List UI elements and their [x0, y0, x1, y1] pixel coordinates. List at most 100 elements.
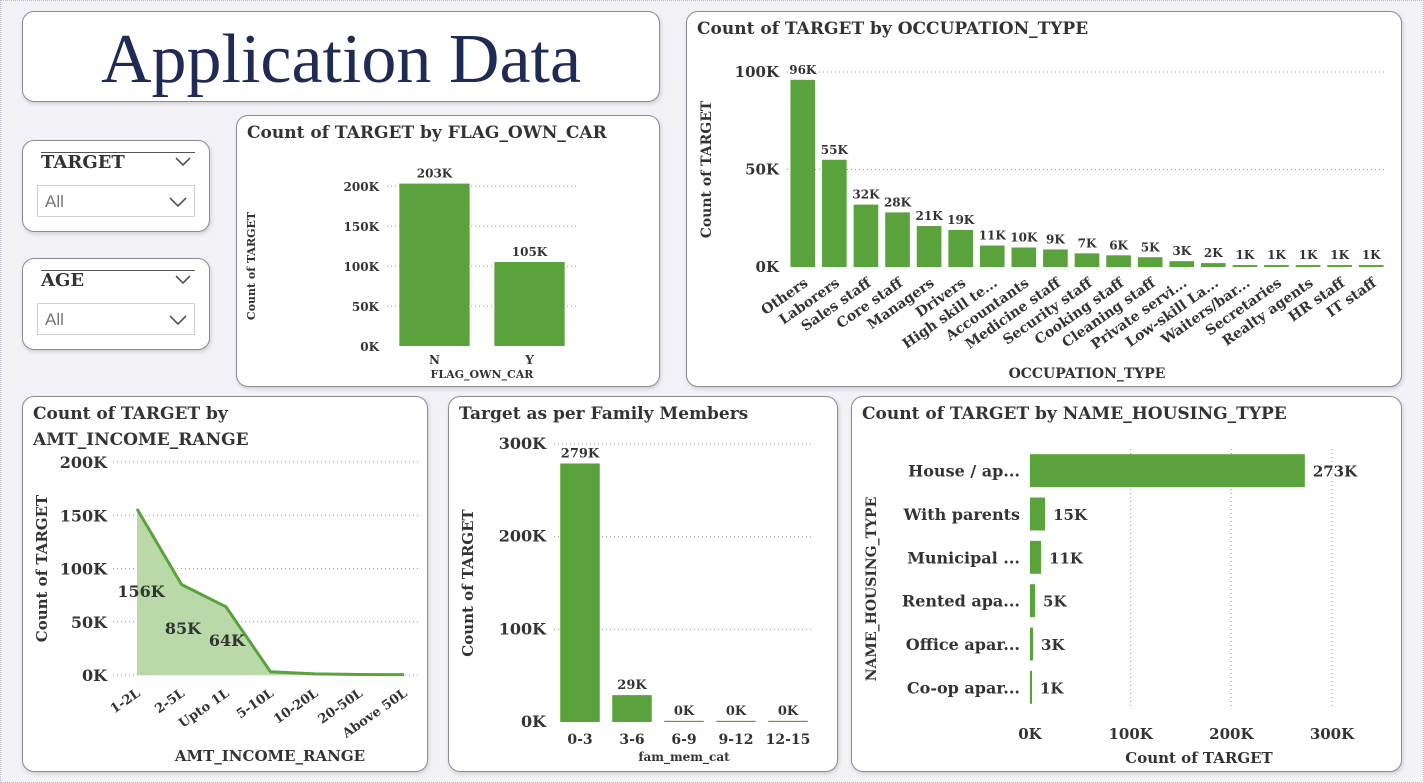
x-tick-label: 1-2L [108, 686, 143, 717]
x-tick-label: 2-5L [152, 686, 187, 717]
y-axis-title: NAME_HOUSING_TYPE [864, 497, 880, 681]
data-label: 1K [1267, 248, 1286, 262]
x-tick-label: 300K [1310, 725, 1355, 743]
chart-title: Target as per Family Members [459, 404, 749, 424]
data-label: 2K [1204, 246, 1223, 260]
income-chart-card[interactable]: Count of TARGET by AMT_INCOME_RANGE 0K 50… [22, 396, 428, 772]
x-tick-label: 12-15 [766, 732, 811, 748]
y-tick-label: 50K [352, 300, 380, 314]
x-tick-label: 5-10L [234, 686, 277, 722]
x-tick-label: 3-6 [619, 732, 644, 748]
bar [560, 463, 600, 722]
data-label: 1K [1236, 248, 1255, 262]
chevron-down-icon[interactable] [173, 269, 193, 289]
y-tick-label: 100K [60, 560, 108, 579]
data-label: 7K [1078, 236, 1097, 250]
x-tick-label: 0-3 [567, 732, 592, 748]
data-label: 105K [512, 245, 548, 259]
bar [494, 262, 565, 346]
chart-title: Count of TARGET by FLAG_OWN_CAR [247, 123, 607, 143]
x-tick-label: Y [524, 353, 534, 367]
target-slicer[interactable]: TARGET All [22, 140, 210, 232]
y-tick-label: 100K [344, 260, 380, 274]
data-label: 203K [417, 167, 453, 181]
x-tick-label: 200K [1209, 725, 1254, 743]
x-axis-title: Count of TARGET [1125, 749, 1273, 767]
y-axis-title: Count of TARGET [459, 508, 477, 656]
chart-title: Count of TARGET by AMT_INCOME_RANGE [33, 404, 249, 450]
chevron-down-icon[interactable] [168, 312, 188, 328]
bar [768, 720, 808, 722]
dropdown-value: All [45, 310, 64, 329]
y-tick-label: 50K [745, 161, 780, 179]
data-label: 273K [1313, 463, 1358, 481]
bar [1030, 670, 1032, 704]
y-tick-label: Co-op apar... [907, 678, 1020, 697]
data-label: 96K [789, 63, 817, 77]
data-label: 11K [979, 229, 1007, 243]
bar [1358, 265, 1384, 267]
age-dropdown[interactable]: All [37, 303, 195, 335]
y-tick-label: Municipal ... [907, 548, 1020, 567]
bar [612, 695, 652, 722]
bar [1137, 257, 1163, 267]
data-label: 0K [778, 704, 799, 719]
y-tick-label: Rented apa... [902, 592, 1020, 611]
housing-chart: 0K 100K 200K 300K 273K House / ap... 15K With p… [864, 449, 1358, 767]
data-label: 21K [916, 209, 944, 223]
family-chart: 0K 100K 200K 300K 279K 0-3 29K 3-6 0K 6-9 0K 9-12 0K… [459, 434, 814, 765]
y-axis-title: Count of TARGET [699, 100, 715, 238]
chevron-down-icon[interactable] [168, 194, 188, 210]
y-tick-label: 0K [360, 340, 379, 354]
bar [1295, 265, 1321, 267]
chevron-down-icon[interactable] [173, 151, 193, 171]
age-slicer[interactable]: AGE All [22, 258, 210, 350]
bar [1106, 255, 1131, 267]
data-label: 5K [1141, 240, 1160, 254]
bar [1169, 261, 1195, 267]
y-axis-title: Count of TARGET [33, 494, 51, 642]
bar [399, 183, 470, 346]
data-label: 15K [1053, 506, 1088, 524]
area-fill [137, 508, 404, 675]
y-tick-label: 200K [344, 180, 380, 194]
y-tick-label: Office apar... [906, 635, 1020, 654]
bar [1201, 263, 1226, 267]
bar [853, 204, 879, 267]
bar [1074, 253, 1100, 267]
slicer-label: TARGET [41, 152, 125, 173]
bar [822, 159, 847, 267]
data-label: 0K [674, 704, 695, 719]
y-tick-label: 100K [499, 619, 547, 638]
y-tick-label: 300K [499, 434, 547, 453]
family-chart-card[interactable]: Target as per Family Members 0K 100K 200K 3… [448, 396, 838, 772]
bar [1043, 249, 1068, 267]
occupation-chart-card[interactable]: Count of TARGET by OCCUPATION_TYPE 0K 50K… [686, 11, 1402, 387]
data-label: 85K [165, 619, 202, 638]
y-tick-label: With parents [902, 505, 1020, 524]
data-label: 1K [1362, 248, 1381, 262]
series-line [135, 508, 405, 677]
data-label: 0K [726, 704, 747, 719]
data-label: 279K [561, 446, 600, 461]
housing-chart-card[interactable]: Count of TARGET by NAME_HOUSING_TYPE 0K 1… [851, 396, 1402, 772]
data-label: 1K [1330, 248, 1349, 262]
page-title: Application Data [100, 21, 582, 98]
bar [1030, 627, 1034, 661]
bar [716, 720, 756, 722]
data-label: 1K [1299, 248, 1318, 262]
y-tick-label: 150K [344, 220, 380, 234]
x-axis-title: AMT_INCOME_RANGE [174, 747, 365, 765]
own-car-chart-card[interactable]: Count of TARGET by FLAG_OWN_CAR 0K 50K 100… [236, 115, 660, 387]
x-axis-title: fam_mem_cat [638, 750, 730, 765]
bar [1327, 265, 1352, 267]
y-tick-label: 0K [521, 712, 547, 731]
data-label: 11K [1049, 549, 1084, 567]
bar [1264, 265, 1289, 267]
data-label: 19K [947, 213, 975, 227]
title-card: Application Data [22, 11, 660, 102]
target-dropdown[interactable]: All [37, 185, 195, 217]
